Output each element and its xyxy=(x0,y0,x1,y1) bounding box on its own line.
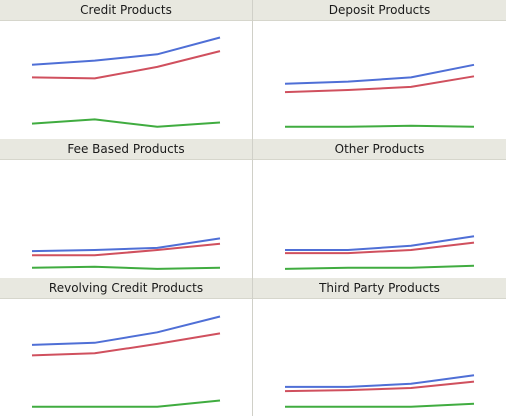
series-line-2 xyxy=(284,75,475,94)
panel-third-party-products: Third Party Products xyxy=(253,278,506,416)
panel-title: Credit Products xyxy=(0,0,252,21)
series-line-1 xyxy=(284,63,475,85)
column-divider xyxy=(252,0,253,416)
series-line-3 xyxy=(31,118,221,128)
series-line-1 xyxy=(31,315,221,346)
series-line-1 xyxy=(285,235,475,251)
series-line-3 xyxy=(285,124,475,128)
series-line-1 xyxy=(31,36,221,66)
chart-revolving-credit-products xyxy=(31,315,221,408)
panel-credit-products: Credit Products xyxy=(0,0,252,138)
panel-revolving-credit-products: Revolving Credit Products xyxy=(0,278,252,416)
panel-title: Fee Based Products xyxy=(0,139,252,160)
series-line-2 xyxy=(31,50,221,80)
series-line-2 xyxy=(31,332,221,357)
panel-title: Revolving Credit Products xyxy=(0,278,252,299)
chart-third-party-products xyxy=(284,374,475,408)
panel-fee-based-products: Fee Based Products xyxy=(0,139,252,277)
series-line-3 xyxy=(284,264,475,270)
panel-other-products: Other Products xyxy=(253,139,506,277)
series-line-2 xyxy=(284,380,475,393)
series-line-3 xyxy=(31,265,221,270)
series-line-3 xyxy=(32,399,221,408)
chart-other-products xyxy=(284,235,475,270)
chart-fee-based-products xyxy=(31,237,221,270)
series-line-1 xyxy=(285,374,475,388)
panel-deposit-products: Deposit Products xyxy=(253,0,506,138)
panel-title: Other Products xyxy=(253,139,506,160)
series-line-2 xyxy=(285,241,475,255)
chart-credit-products xyxy=(31,36,221,128)
chart-deposit-products xyxy=(284,63,475,128)
panel-title: Third Party Products xyxy=(253,278,506,299)
series-line-1 xyxy=(31,237,221,253)
series-line-2 xyxy=(32,242,221,257)
panel-title: Deposit Products xyxy=(253,0,506,21)
series-line-3 xyxy=(285,402,475,408)
